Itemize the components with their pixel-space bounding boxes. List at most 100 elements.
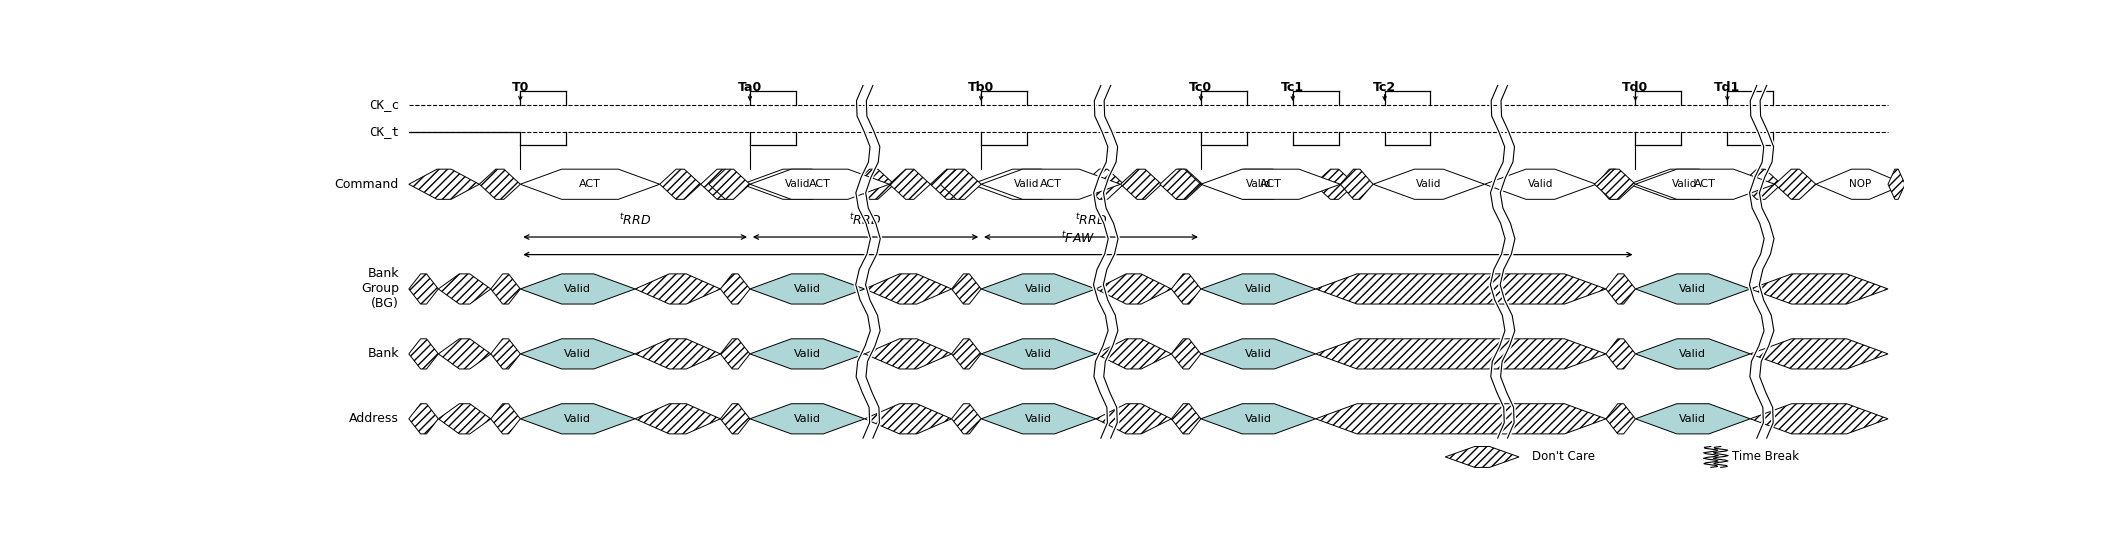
Polygon shape [438, 339, 491, 369]
Text: Valid: Valid [785, 179, 810, 189]
Text: Valid: Valid [794, 414, 821, 424]
Polygon shape [521, 169, 660, 199]
Polygon shape [931, 169, 971, 199]
Polygon shape [865, 404, 952, 434]
Polygon shape [1121, 169, 1162, 199]
Polygon shape [1096, 274, 1172, 304]
Polygon shape [1595, 169, 1636, 199]
Polygon shape [1172, 404, 1202, 434]
Text: Ta0: Ta0 [738, 81, 762, 94]
Polygon shape [982, 274, 1096, 304]
Polygon shape [1162, 169, 1202, 199]
Polygon shape [480, 169, 521, 199]
Text: Valid: Valid [565, 414, 590, 424]
Polygon shape [1636, 339, 1750, 369]
Polygon shape [940, 169, 982, 199]
Text: Valid: Valid [794, 349, 821, 359]
Polygon shape [660, 169, 700, 199]
Text: Time Break: Time Break [1733, 450, 1799, 463]
Polygon shape [1202, 404, 1316, 434]
Text: $^t$RRD: $^t$RRD [849, 212, 882, 228]
Polygon shape [952, 339, 982, 369]
Polygon shape [1202, 339, 1316, 369]
Text: CK_c: CK_c [368, 98, 400, 111]
Polygon shape [438, 404, 491, 434]
Polygon shape [1316, 339, 1606, 369]
Polygon shape [491, 404, 521, 434]
Polygon shape [982, 169, 1121, 199]
Text: Valid: Valid [1024, 349, 1052, 359]
Polygon shape [971, 169, 1083, 199]
Polygon shape [1606, 404, 1636, 434]
Polygon shape [1816, 169, 1904, 199]
Text: CK_t: CK_t [368, 125, 400, 138]
Text: Valid: Valid [1680, 349, 1705, 359]
Text: Td0: Td0 [1623, 81, 1648, 94]
Text: Address: Address [349, 412, 400, 425]
Polygon shape [1172, 274, 1202, 304]
Text: $^t$RRD: $^t$RRD [1075, 212, 1107, 228]
Polygon shape [952, 274, 982, 304]
Polygon shape [853, 169, 895, 199]
Polygon shape [1373, 169, 1485, 199]
Text: ACT: ACT [1039, 179, 1062, 189]
Text: Don't Care: Don't Care [1532, 450, 1595, 463]
Polygon shape [1750, 404, 1887, 434]
Polygon shape [709, 169, 749, 199]
Text: Bank
Group
(BG): Bank Group (BG) [362, 268, 400, 311]
Text: Valid: Valid [1024, 414, 1052, 424]
Text: T0: T0 [512, 81, 529, 94]
Polygon shape [491, 339, 521, 369]
Polygon shape [1172, 339, 1202, 369]
Polygon shape [1750, 339, 1887, 369]
Polygon shape [1741, 169, 1782, 199]
Text: Valid: Valid [1244, 284, 1272, 294]
Text: Valid: Valid [1672, 179, 1697, 189]
Polygon shape [1316, 274, 1606, 304]
Polygon shape [1314, 169, 1354, 199]
Polygon shape [1750, 274, 1887, 304]
Text: Valid: Valid [565, 284, 590, 294]
Text: ACT: ACT [580, 179, 601, 189]
Polygon shape [408, 169, 480, 199]
Polygon shape [865, 274, 952, 304]
Polygon shape [1083, 169, 1124, 199]
Polygon shape [749, 169, 889, 199]
Text: Tc2: Tc2 [1373, 81, 1397, 94]
Polygon shape [1775, 169, 1816, 199]
Polygon shape [743, 169, 853, 199]
Polygon shape [1096, 404, 1172, 434]
Polygon shape [719, 274, 749, 304]
Text: Valid: Valid [794, 284, 821, 294]
Text: Valid: Valid [1024, 284, 1052, 294]
Polygon shape [749, 404, 865, 434]
Polygon shape [491, 274, 521, 304]
Polygon shape [889, 169, 931, 199]
Polygon shape [719, 339, 749, 369]
Polygon shape [1606, 339, 1636, 369]
Text: Valid: Valid [1680, 284, 1705, 294]
Polygon shape [1636, 404, 1750, 434]
Polygon shape [1316, 404, 1606, 434]
Polygon shape [521, 274, 635, 304]
Polygon shape [1636, 169, 1775, 199]
Polygon shape [700, 169, 743, 199]
Text: Valid: Valid [1244, 414, 1272, 424]
Polygon shape [635, 339, 719, 369]
Polygon shape [1160, 169, 1202, 199]
Text: Valid: Valid [1014, 179, 1039, 189]
Text: Valid: Valid [565, 349, 590, 359]
Text: Valid: Valid [1244, 349, 1272, 359]
Polygon shape [865, 339, 952, 369]
Polygon shape [408, 404, 438, 434]
Text: NOP: NOP [1849, 179, 1871, 189]
Polygon shape [719, 404, 749, 434]
Text: $^t$FAW: $^t$FAW [1060, 230, 1096, 245]
Polygon shape [1606, 274, 1636, 304]
Text: Tc1: Tc1 [1280, 81, 1303, 94]
Text: Bank: Bank [368, 348, 400, 360]
Text: Td1: Td1 [1714, 81, 1741, 94]
Polygon shape [1629, 169, 1741, 199]
Polygon shape [749, 339, 865, 369]
Polygon shape [1595, 169, 1629, 199]
